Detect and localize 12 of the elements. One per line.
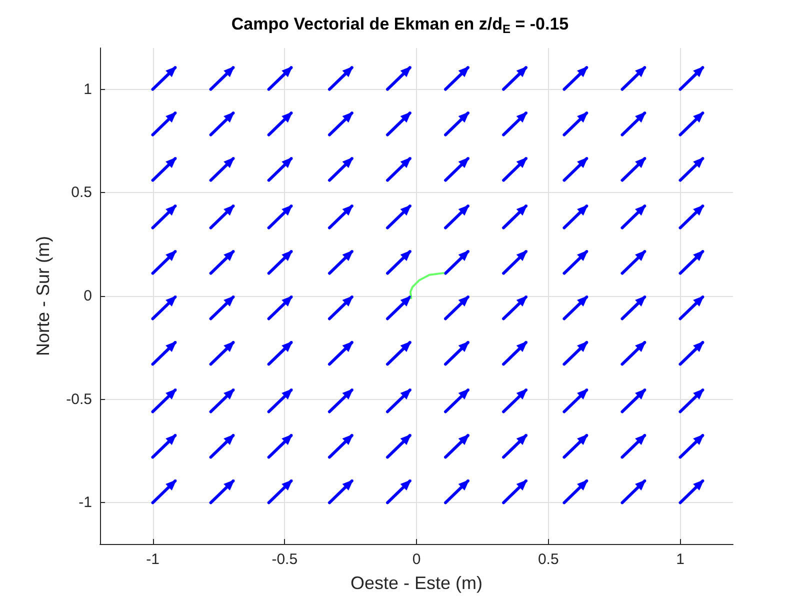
x-tick-label: -1 bbox=[146, 551, 160, 568]
y-tick-label: 0 bbox=[84, 288, 92, 304]
x-tick-label: 1 bbox=[676, 551, 684, 568]
y-axis-title: Norte - Sur (m) bbox=[33, 236, 53, 356]
y-tick-label: 0.5 bbox=[71, 184, 92, 202]
x-tick-label: 0 bbox=[412, 551, 421, 568]
y-tick-label: -1 bbox=[78, 494, 92, 512]
x-tick-label: -0.5 bbox=[272, 551, 298, 568]
y-tick-label: -0.5 bbox=[66, 390, 92, 408]
x-axis-title: Oeste - Este (m) bbox=[350, 573, 483, 593]
x-tick-label: 0.5 bbox=[538, 551, 559, 568]
y-tick-label: 1 bbox=[84, 80, 92, 98]
